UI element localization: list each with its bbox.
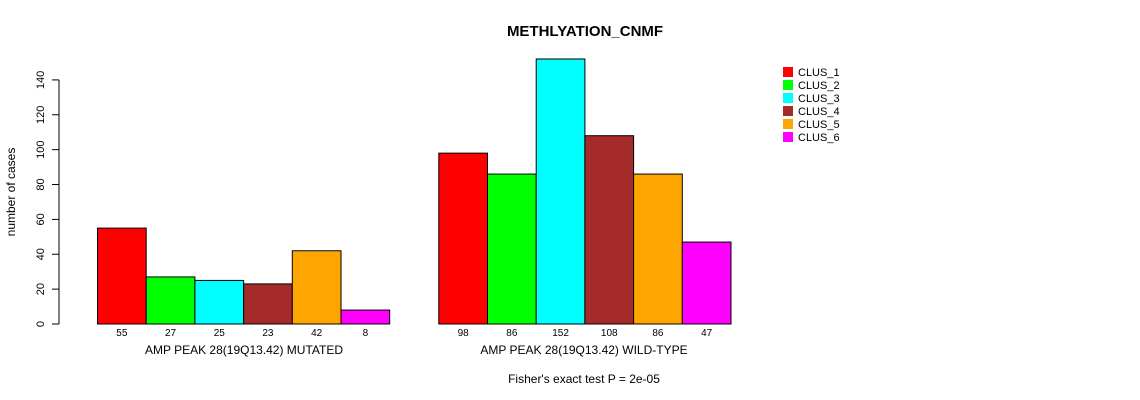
legend-swatch xyxy=(783,93,793,103)
bar xyxy=(438,152,488,325)
bar-count-label: 47 xyxy=(701,328,713,339)
y-tick-label: 140 xyxy=(35,71,47,89)
count-labels: 55 27 25 23 42 8 98 86 152 108 86 47 xyxy=(116,328,712,339)
legend-swatch xyxy=(783,119,793,129)
group-label-mutated: AMP PEAK 28(19Q13.42) MUTATED xyxy=(145,343,343,357)
legend-label: CLUS_2 xyxy=(798,80,840,92)
bar xyxy=(291,250,342,325)
legend-label: CLUS_4 xyxy=(798,106,840,118)
legend-swatch xyxy=(783,106,793,116)
y-tick-label: 60 xyxy=(35,213,47,225)
y-axis: 0 20 40 60 80 100 120 140 xyxy=(35,71,60,327)
group-label-wild-type: AMP PEAK 28(19Q13.42) WILD-TYPE xyxy=(480,343,687,357)
legend-swatch xyxy=(783,67,793,77)
y-tick-label: 80 xyxy=(35,178,47,190)
bar-count-label: 152 xyxy=(552,328,569,339)
bar xyxy=(243,283,293,325)
bar-count-label: 55 xyxy=(116,328,128,339)
y-tick-label: 100 xyxy=(35,140,47,158)
bar-count-label: 8 xyxy=(363,328,369,339)
legend-swatch xyxy=(783,132,793,142)
bar-count-label: 23 xyxy=(262,328,274,339)
legend-label: CLUS_6 xyxy=(798,132,840,144)
bar xyxy=(633,173,683,325)
legend-label: CLUS_3 xyxy=(798,93,840,105)
bar-count-label: 98 xyxy=(458,328,470,339)
bar xyxy=(194,279,245,325)
y-tick-label: 40 xyxy=(35,248,47,260)
fisher-test-footnote: Fisher's exact test P = 2e-05 xyxy=(508,372,660,386)
bar xyxy=(584,135,635,325)
bar xyxy=(340,309,391,325)
bars xyxy=(97,58,732,325)
legend-swatch xyxy=(783,80,793,90)
chart-title: METHLYATION_CNMF xyxy=(507,23,663,40)
legend-label: CLUS_5 xyxy=(798,119,840,131)
bar-count-label: 25 xyxy=(214,328,226,339)
bar-count-label: 27 xyxy=(165,328,177,339)
bar xyxy=(535,58,586,325)
bar-count-label: 86 xyxy=(652,328,664,339)
y-tick-label: 20 xyxy=(35,283,47,295)
bar xyxy=(97,227,147,325)
bar xyxy=(681,241,732,325)
y-axis-label: number of cases xyxy=(4,148,18,237)
bar xyxy=(487,173,537,325)
bar-count-label: 86 xyxy=(506,328,518,339)
y-tick-label: 120 xyxy=(35,106,47,124)
bar xyxy=(145,276,196,325)
legend-label: CLUS_1 xyxy=(798,67,840,79)
y-tick-label: 0 xyxy=(35,321,47,327)
bar-count-label: 42 xyxy=(311,328,323,339)
bar-count-label: 108 xyxy=(601,328,618,339)
